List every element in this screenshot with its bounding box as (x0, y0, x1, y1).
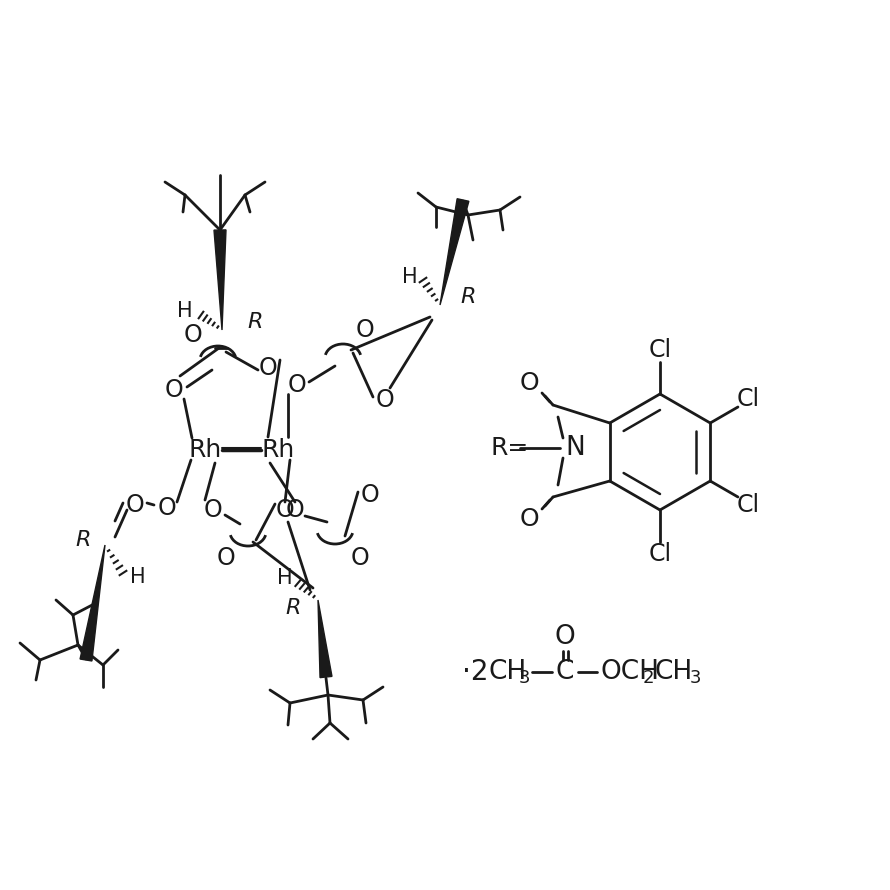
Text: 2: 2 (643, 669, 654, 687)
Text: H: H (177, 301, 193, 321)
Text: CH: CH (655, 659, 693, 685)
Polygon shape (440, 198, 469, 305)
Text: O: O (259, 356, 278, 380)
Text: CH: CH (488, 659, 526, 685)
Text: O: O (204, 498, 222, 522)
Text: O: O (519, 507, 538, 531)
Text: O: O (351, 546, 369, 570)
Polygon shape (80, 545, 105, 661)
Text: O: O (360, 483, 379, 507)
Text: R: R (247, 312, 263, 332)
Polygon shape (318, 600, 332, 677)
Text: O: O (376, 388, 394, 412)
Text: Cl: Cl (736, 387, 759, 411)
Text: N: N (565, 435, 585, 461)
Text: O: O (216, 546, 235, 570)
Text: H: H (130, 567, 146, 587)
Text: 3: 3 (519, 669, 530, 687)
Text: Cl: Cl (649, 338, 672, 362)
Text: R: R (76, 530, 91, 550)
Text: O: O (158, 496, 176, 520)
Polygon shape (214, 230, 226, 330)
Text: Rh: Rh (189, 438, 222, 462)
Text: H: H (277, 568, 293, 588)
Text: R=: R= (490, 436, 529, 460)
Text: Cl: Cl (649, 542, 672, 566)
Text: O: O (183, 323, 202, 347)
Text: Cl: Cl (736, 493, 759, 517)
Text: O: O (554, 624, 575, 650)
Text: Rh: Rh (262, 438, 295, 462)
Text: O: O (356, 318, 375, 342)
Text: O: O (287, 373, 306, 397)
Text: 3: 3 (690, 669, 701, 687)
Text: H: H (402, 267, 417, 287)
Text: R: R (460, 287, 476, 307)
Text: ·2: ·2 (462, 658, 489, 686)
Text: O: O (165, 378, 183, 402)
Text: O: O (276, 498, 295, 522)
Text: R: R (286, 598, 301, 618)
Text: C: C (556, 659, 574, 685)
Text: O: O (125, 493, 144, 517)
Text: O: O (519, 371, 538, 395)
Text: OCH: OCH (600, 659, 659, 685)
Text: O: O (286, 498, 304, 522)
